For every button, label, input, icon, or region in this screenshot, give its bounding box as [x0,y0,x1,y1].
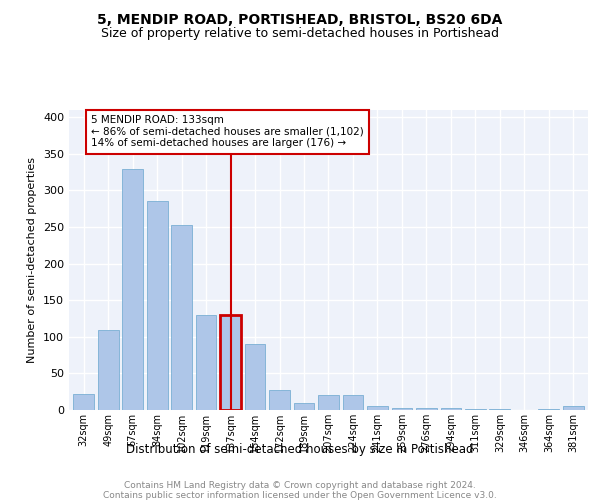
Bar [196,315,217,410]
Text: 5 MENDIP ROAD: 133sqm
← 86% of semi-detached houses are smaller (1,102)
14% of s: 5 MENDIP ROAD: 133sqm ← 86% of semi-deta… [91,115,364,148]
Bar [171,225,192,410]
Bar [122,168,143,410]
Text: Contains public sector information licensed under the Open Government Licence v3: Contains public sector information licen… [103,491,497,500]
Bar [318,396,339,410]
Bar [220,315,241,410]
Bar [343,396,364,410]
Bar [416,408,437,410]
Bar [98,330,119,410]
Bar [563,406,584,410]
Bar [245,344,265,410]
Bar [269,390,290,410]
Text: 5, MENDIP ROAD, PORTISHEAD, BRISTOL, BS20 6DA: 5, MENDIP ROAD, PORTISHEAD, BRISTOL, BS2… [97,12,503,26]
Text: Contains HM Land Registry data © Crown copyright and database right 2024.: Contains HM Land Registry data © Crown c… [124,481,476,490]
Bar [293,402,314,410]
Text: Size of property relative to semi-detached houses in Portishead: Size of property relative to semi-detach… [101,28,499,40]
Y-axis label: Number of semi-detached properties: Number of semi-detached properties [28,157,37,363]
Bar [392,408,412,410]
Bar [367,406,388,410]
Bar [147,202,167,410]
Text: Distribution of semi-detached houses by size in Portishead: Distribution of semi-detached houses by … [126,442,474,456]
Bar [440,408,461,410]
Bar [73,394,94,410]
